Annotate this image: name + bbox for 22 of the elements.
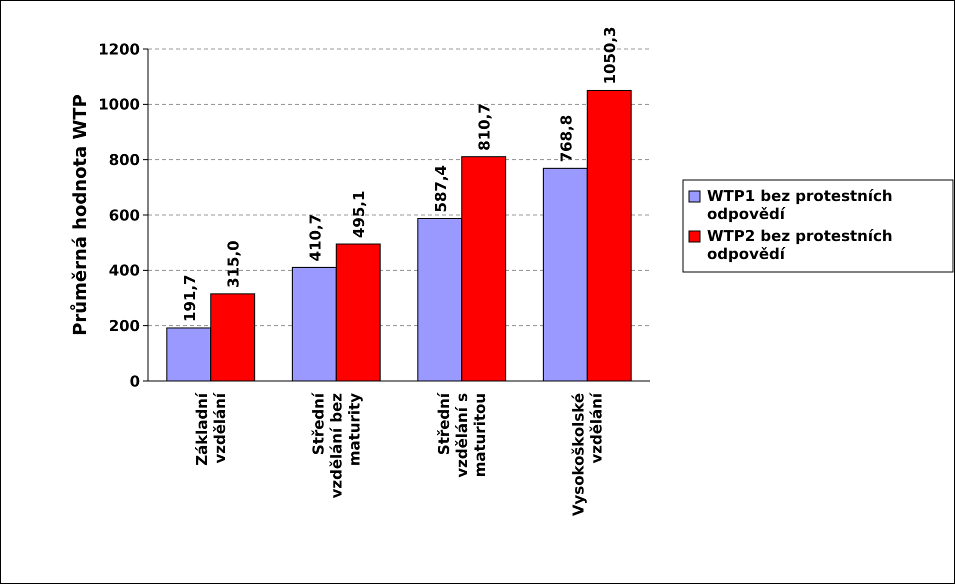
y-axis-title: Průměrná hodnota WTP xyxy=(70,94,91,336)
x-tick-label: Vysokoškolské vzdělání xyxy=(569,392,606,516)
y-tick-label: 400 xyxy=(108,262,140,280)
y-tick-label: 800 xyxy=(108,150,140,169)
y-tick-label: 600 xyxy=(108,206,140,224)
data-label: 810,7 xyxy=(476,103,494,151)
data-label: 410,7 xyxy=(306,214,324,262)
y-tick-label: 1000 xyxy=(98,96,140,114)
data-label: 768,8 xyxy=(557,114,576,162)
x-tick-label: Střední vzdělání s maturitou xyxy=(434,392,489,478)
data-label: 587,4 xyxy=(432,165,450,212)
y-tick-label: 1200 xyxy=(98,40,140,58)
data-label: 191,7 xyxy=(180,274,199,322)
x-tick-label: Střední vzdělání bez maturity xyxy=(309,392,364,498)
x-tick-label: Základní vzdělání xyxy=(192,392,229,466)
data-label: 315,0 xyxy=(224,240,243,288)
data-label: 495,1 xyxy=(350,190,368,238)
y-tick-label: 200 xyxy=(108,316,140,335)
data-label: 1050,3 xyxy=(601,26,620,84)
legend-label: WTP1 bez protestních odpovědí xyxy=(707,187,893,223)
legend-label: WTP2 bez protestních odpovědí xyxy=(707,227,893,263)
y-tick-label: 0 xyxy=(130,372,140,390)
